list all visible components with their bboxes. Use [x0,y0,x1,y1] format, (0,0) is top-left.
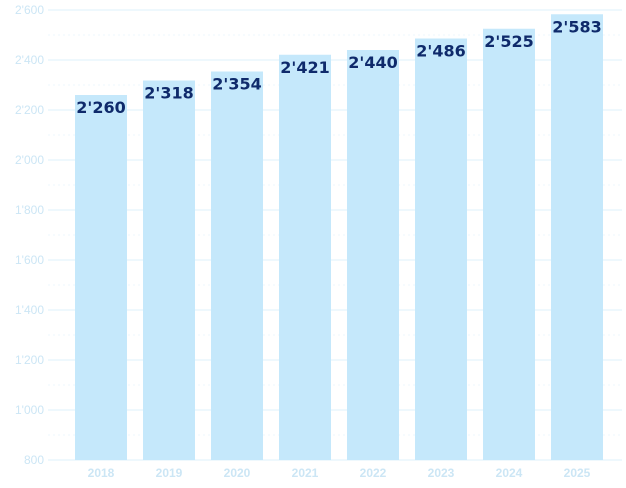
y-tick-label: 800 [24,453,44,467]
y-tick-label: 2'600 [15,3,44,17]
bar-2024 [483,28,535,460]
data-labels: 2'260 2'318 2'354 2'421 2'440 2'486 2'525 2'583 [76,17,601,117]
y-tick-label: 1'400 [15,303,44,317]
y-tick-label: 1'000 [15,403,44,417]
x-tick-label-2022: 2022 [360,466,387,480]
y-tick-label: 1'200 [15,353,44,367]
bar-2022 [347,50,399,460]
y-tick-label: 1'800 [15,203,44,217]
y-tick-label: 2'000 [15,153,44,167]
data-label-2024: 2'525 [484,32,533,51]
bar-2018 [75,95,127,460]
bar-2021 [279,54,331,460]
gridlines [48,9,622,461]
x-tick-label-2018: 2018 [88,466,115,480]
bars [75,14,603,460]
bar-2023 [415,38,467,460]
data-label-2021: 2'421 [280,58,329,77]
data-label-2019: 2'318 [144,84,193,103]
data-label-2018: 2'260 [76,98,125,117]
y-axis: 800 1'000 1'200 1'400 1'600 1'800 2'000 2'200 2'… [15,3,44,467]
data-label-2023: 2'486 [416,42,465,61]
y-tick-label: 2'200 [15,103,44,117]
x-tick-label-2020: 2020 [224,466,251,480]
bar-2020 [211,71,263,460]
x-axis: 2018 2019 2020 2021 2022 2023 2024 2025 [88,466,591,480]
x-tick-label-2023: 2023 [428,466,455,480]
bar-2025 [551,14,603,460]
x-tick-label-2024: 2024 [496,466,523,480]
x-tick-label-2025: 2025 [564,466,591,480]
y-tick-label: 2'400 [15,53,44,67]
bar-2019 [143,80,195,460]
x-tick-label-2019: 2019 [156,466,183,480]
data-label-2020: 2'354 [212,75,261,94]
data-label-2022: 2'440 [348,53,397,72]
x-tick-label-2021: 2021 [292,466,319,480]
y-tick-label: 1'600 [15,253,44,267]
data-label-2025: 2'583 [552,17,601,36]
